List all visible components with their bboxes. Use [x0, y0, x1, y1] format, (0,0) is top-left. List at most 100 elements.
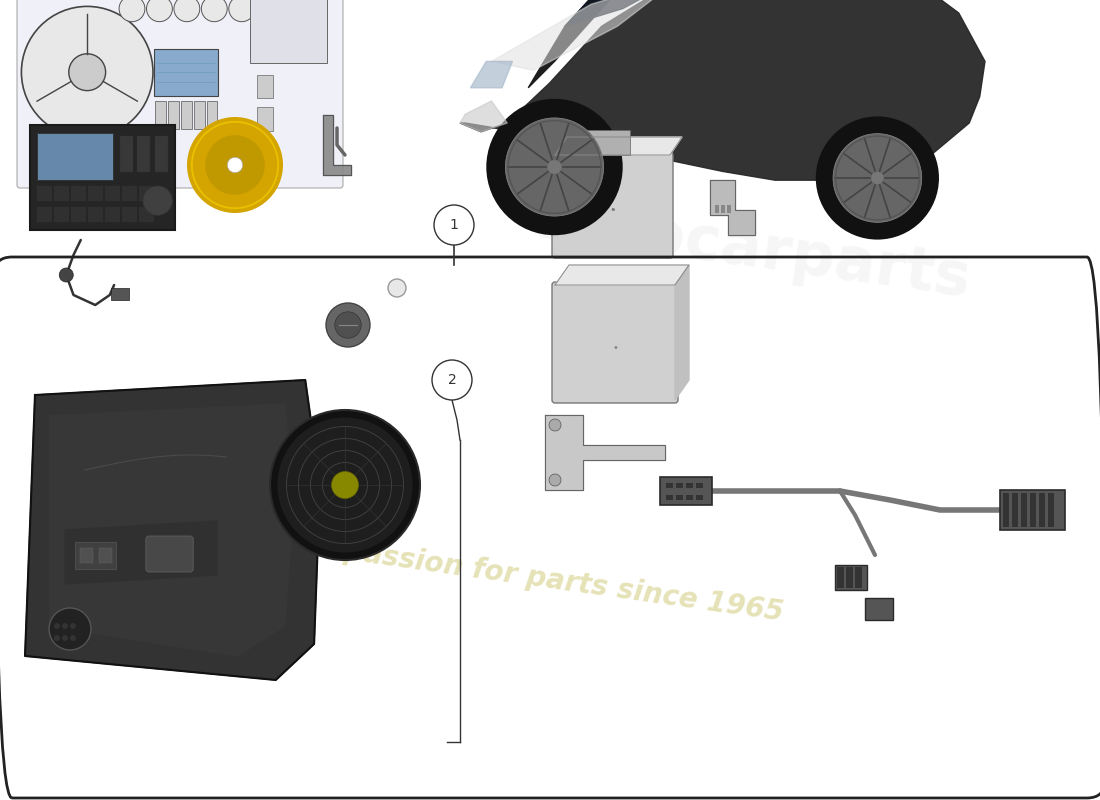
Polygon shape [50, 404, 294, 656]
Bar [138, 135, 151, 172]
Polygon shape [323, 115, 351, 175]
Bar [686, 483, 693, 488]
Bar [666, 495, 673, 500]
Polygon shape [556, 137, 682, 155]
Polygon shape [675, 265, 689, 400]
Bar [54, 207, 68, 222]
Bar [37, 186, 52, 201]
Bar [666, 483, 673, 488]
Circle shape [331, 471, 359, 498]
Bar [80, 548, 94, 563]
Circle shape [277, 418, 412, 553]
Bar [572, 130, 629, 155]
Circle shape [871, 172, 883, 184]
Polygon shape [556, 265, 689, 285]
Bar [194, 101, 205, 129]
Circle shape [69, 54, 106, 90]
Bar [120, 135, 133, 172]
Circle shape [228, 158, 243, 173]
Circle shape [326, 303, 370, 347]
Bar [88, 186, 102, 201]
FancyBboxPatch shape [16, 0, 343, 188]
Bar [696, 495, 703, 500]
Bar [1048, 493, 1054, 527]
Bar [846, 567, 852, 588]
Circle shape [816, 116, 939, 240]
Polygon shape [492, 0, 681, 70]
Bar [1003, 493, 1009, 527]
Circle shape [206, 135, 265, 194]
Text: a passion for parts since 1965: a passion for parts since 1965 [315, 534, 785, 626]
Circle shape [146, 0, 173, 22]
Bar [837, 567, 844, 588]
Polygon shape [460, 101, 507, 132]
Bar [1030, 493, 1036, 527]
Bar [660, 477, 712, 505]
Text: 1: 1 [450, 218, 459, 232]
Bar [715, 205, 719, 213]
Circle shape [187, 117, 283, 213]
Circle shape [548, 160, 561, 174]
Bar [37, 207, 52, 222]
Circle shape [486, 98, 623, 235]
Circle shape [549, 474, 561, 486]
Bar [140, 207, 154, 222]
Polygon shape [460, 0, 984, 180]
Polygon shape [25, 380, 320, 680]
Bar [37, 134, 112, 180]
Bar [1012, 493, 1018, 527]
Circle shape [70, 623, 76, 629]
Circle shape [229, 0, 254, 22]
Polygon shape [528, 0, 874, 88]
Circle shape [190, 121, 279, 209]
Bar [1000, 490, 1065, 530]
Bar [122, 186, 136, 201]
FancyBboxPatch shape [146, 536, 194, 572]
Bar [75, 542, 117, 569]
Bar [696, 483, 703, 488]
Bar [727, 205, 732, 213]
Text: 2: 2 [448, 373, 456, 387]
Circle shape [334, 312, 361, 338]
Polygon shape [471, 62, 513, 88]
Circle shape [432, 360, 472, 400]
Polygon shape [710, 180, 755, 235]
Circle shape [143, 186, 173, 215]
Circle shape [270, 410, 420, 560]
Bar [835, 565, 867, 590]
Bar [865, 598, 893, 620]
Bar [72, 207, 86, 222]
Circle shape [549, 419, 561, 431]
Bar [155, 135, 168, 172]
Bar [720, 205, 725, 213]
Bar [855, 567, 862, 588]
Circle shape [21, 6, 153, 138]
Bar [256, 107, 273, 131]
Bar [676, 495, 683, 500]
Bar [182, 101, 191, 129]
Text: eurocarparts: eurocarparts [526, 190, 975, 310]
Circle shape [62, 635, 68, 641]
Circle shape [833, 134, 922, 222]
Bar [1040, 493, 1045, 527]
Text: •: • [609, 205, 616, 215]
Circle shape [62, 623, 68, 629]
Bar [140, 186, 154, 201]
FancyBboxPatch shape [552, 152, 673, 258]
Polygon shape [65, 521, 217, 584]
Circle shape [505, 118, 604, 216]
Bar [54, 186, 68, 201]
Circle shape [434, 205, 474, 245]
Bar [154, 49, 219, 96]
Bar [1021, 493, 1027, 527]
Bar [99, 548, 112, 563]
Bar [168, 101, 179, 129]
Bar [30, 125, 175, 230]
Circle shape [54, 635, 60, 641]
FancyBboxPatch shape [552, 282, 678, 403]
Circle shape [174, 0, 200, 22]
Bar [122, 207, 136, 222]
Circle shape [59, 268, 74, 282]
Bar [111, 288, 129, 300]
Bar [256, 74, 273, 98]
